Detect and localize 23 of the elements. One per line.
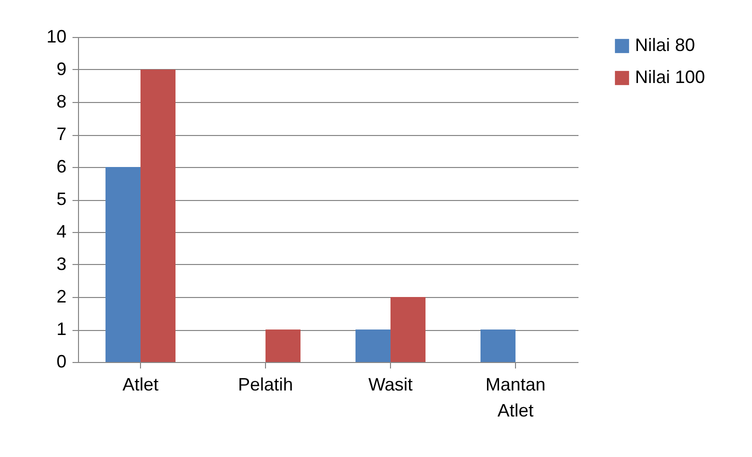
bar [356,330,390,362]
y-tick-label: 5 [56,189,66,209]
x-tick-label: Mantan Atlet [485,374,546,420]
bar [390,297,426,362]
y-tick-label: 1 [56,319,66,339]
y-tick-label: 3 [56,254,66,274]
y-tick-label: 4 [56,222,66,242]
legend-label: Nilai 100 [635,67,706,87]
legend-label: Nilai 80 [635,35,696,55]
bar [480,330,516,362]
x-tick-label: Pelatih [238,374,294,394]
bar [266,330,300,362]
y-tick-label: 2 [56,286,66,306]
y-tick-label: 7 [56,124,66,144]
y-tick-label: 9 [56,59,66,79]
x-tick-label: Wasit [368,374,413,394]
y-tick-label: 6 [56,156,66,176]
bar [106,167,140,362]
y-tick-label: 8 [56,92,66,112]
x-tick-label: Atlet [122,374,159,394]
y-tick-label: 10 [46,26,66,46]
bar [140,70,176,362]
y-tick-label: 0 [56,352,66,372]
